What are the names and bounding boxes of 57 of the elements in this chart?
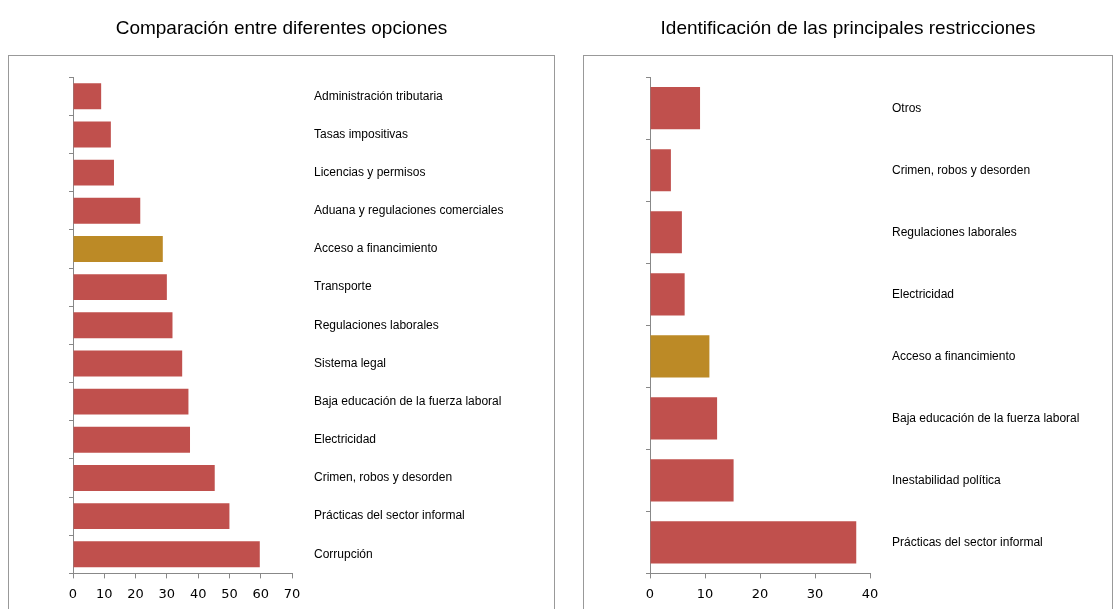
x-tick-label: 0 [68, 585, 78, 601]
x-tick-label: 10 [96, 585, 113, 601]
bar [73, 503, 230, 530]
chart-title: Identificación de las principales restricciones [659, 16, 1037, 40]
y-tick-label: Inestabilidad política [892, 472, 1002, 487]
bar [650, 397, 718, 440]
y-tick-label: Tasas impositivas [314, 126, 409, 141]
x-tick-label: 40 [861, 585, 879, 601]
y-tick-label: Sistema legal [314, 355, 387, 370]
y-tick-label: Baja educación de la fuerza laboral [314, 393, 502, 408]
x-tick-label: 50 [221, 585, 238, 601]
y-tick-label: Acceso a financimiento [314, 241, 438, 256]
bar [73, 426, 191, 453]
y-tick-label: Licencias y permisos [314, 164, 426, 179]
y-tick-label: Transporte [314, 279, 372, 294]
bar [650, 149, 671, 192]
bar [650, 273, 685, 316]
bar [650, 335, 710, 378]
bar [73, 83, 102, 110]
bar [650, 459, 734, 502]
x-tick-label: 30 [158, 585, 176, 601]
y-tick-label: Crimen, robos y desorden [314, 470, 453, 485]
bar [73, 121, 111, 148]
y-tick-label: Electricidad [314, 432, 377, 447]
y-tick-label: Regulaciones laborales [892, 224, 1017, 239]
bar [650, 87, 701, 130]
y-tick-label: Otros [892, 100, 922, 115]
y-tick-label: Corrupción [314, 546, 373, 561]
y-tick-label: Aduana y regulaciones comerciales [314, 203, 504, 218]
x-tick-label: 10 [696, 585, 714, 601]
x-tick-label: 30 [806, 585, 824, 601]
x-tick-label: 20 [751, 585, 769, 601]
bar [650, 211, 682, 254]
x-tick-label: 40 [189, 585, 207, 601]
y-tick-label: Administración tributaria [314, 88, 444, 103]
bar [73, 465, 215, 491]
x-tick-label: 20 [127, 585, 144, 601]
chart-title: Comparación entre diferentes opciones [114, 16, 449, 40]
bar [73, 274, 167, 301]
y-tick-label: Regulaciones laborales [314, 317, 439, 332]
x-tick-label: 0 [645, 585, 655, 601]
y-tick-label: Crimen, robos y desorden [892, 162, 1031, 177]
bar [73, 312, 173, 339]
y-tick-label: Electricidad [892, 286, 955, 301]
bar [73, 350, 183, 377]
x-tick-label: 60 [252, 585, 269, 601]
y-tick-label: Prácticas del sector informal [314, 508, 465, 523]
bar [73, 388, 189, 415]
bar [73, 159, 114, 186]
bar [73, 197, 141, 224]
y-tick-label: Acceso a financimiento [892, 348, 1016, 363]
bar [73, 541, 260, 568]
y-tick-label: Prácticas del sector informal [892, 534, 1043, 549]
bar [73, 235, 163, 262]
y-tick-label: Baja educación de la fuerza laboral [892, 410, 1080, 425]
x-tick-label: 70 [283, 585, 301, 601]
bar [650, 521, 857, 564]
